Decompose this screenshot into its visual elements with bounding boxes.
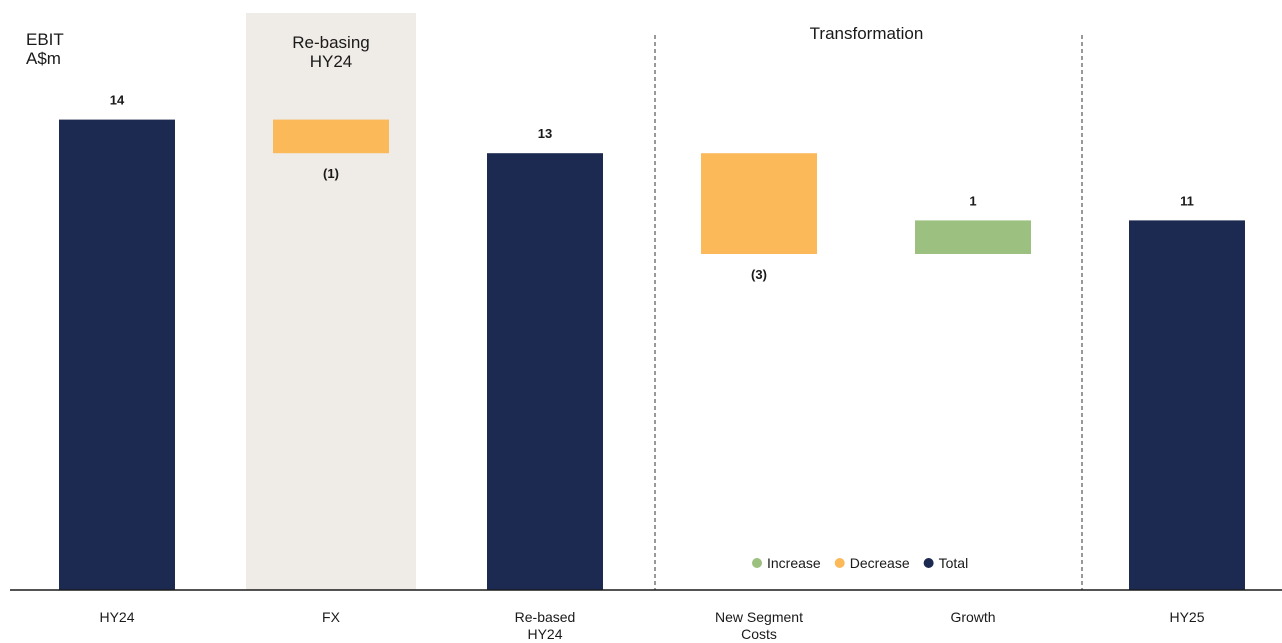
x-tick-label: FX: [322, 609, 340, 625]
group-label: Transformation: [809, 24, 924, 43]
bar: [1129, 220, 1245, 590]
data-label: 1: [969, 193, 976, 208]
legend-marker: [923, 558, 934, 568]
x-tick-label: HY25: [1169, 609, 1205, 625]
data-label: 13: [538, 126, 552, 141]
group-label: Re-basing HY24: [292, 33, 370, 71]
legend-label: Total: [939, 555, 969, 571]
legend-marker: [834, 558, 845, 568]
bar: [487, 153, 603, 590]
x-tick-label: HY24: [99, 609, 135, 625]
bar: [59, 119, 175, 590]
data-label: 11: [1180, 193, 1194, 208]
x-tick-label: Re-based HY24: [514, 609, 576, 642]
legend-marker: [752, 558, 762, 568]
bar: [273, 119, 389, 154]
data-label: 14: [110, 93, 125, 108]
rebasing-band: [246, 13, 416, 590]
data-label: (3): [751, 267, 767, 282]
x-tick-label: New Segment Costs: [715, 609, 803, 642]
bar: [701, 153, 817, 254]
x-tick-label: Growth: [950, 609, 996, 625]
y-axis-label: EBIT A$m: [26, 30, 64, 68]
legend-label: Increase: [767, 555, 821, 571]
legend-label: Decrease: [850, 555, 910, 571]
bar: [915, 220, 1031, 254]
data-label: (1): [323, 166, 339, 181]
